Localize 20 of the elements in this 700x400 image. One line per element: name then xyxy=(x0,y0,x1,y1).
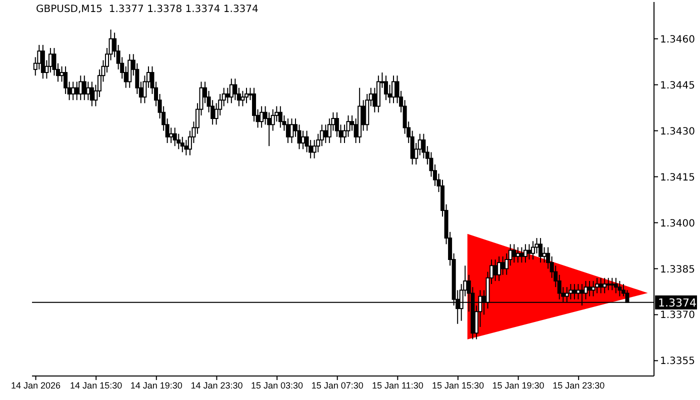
x-tick-label: 15 Jan 19:30 xyxy=(492,380,544,390)
y-tick-label: 1.3415 xyxy=(660,172,695,184)
x-tick-label: 14 Jan 19:30 xyxy=(130,380,182,390)
ref-line-label: 1.3374 xyxy=(658,296,696,310)
x-tick-label: 14 Jan 23:30 xyxy=(190,380,243,390)
y-tick-label: 1.3430 xyxy=(660,126,695,138)
x-tick-label: 14 Jan 15:30 xyxy=(70,380,122,390)
x-tick-label: 15 Jan 15:30 xyxy=(432,380,484,390)
y-tick-label: 1.3400 xyxy=(660,218,695,230)
y-tick-label: 1.3355 xyxy=(660,356,695,368)
x-tick-label: 14 Jan 2026 xyxy=(10,380,61,390)
y-tick-label: 1.3460 xyxy=(660,34,695,46)
x-tick-label: 15 Jan 07:30 xyxy=(311,380,364,390)
y-tick-label: 1.3385 xyxy=(660,264,695,276)
x-tick-label: 15 Jan 23:30 xyxy=(552,380,605,390)
chart-title: GBPUSD,M15 1.3377 1.3378 1.3374 1.3374 xyxy=(36,4,258,15)
y-tick-label: 1.3445 xyxy=(660,80,695,92)
x-tick-label: 15 Jan 03:30 xyxy=(251,380,304,390)
y-tick-label: 1.3370 xyxy=(660,310,695,322)
x-tick-label: 15 Jan 11:30 xyxy=(372,380,424,390)
